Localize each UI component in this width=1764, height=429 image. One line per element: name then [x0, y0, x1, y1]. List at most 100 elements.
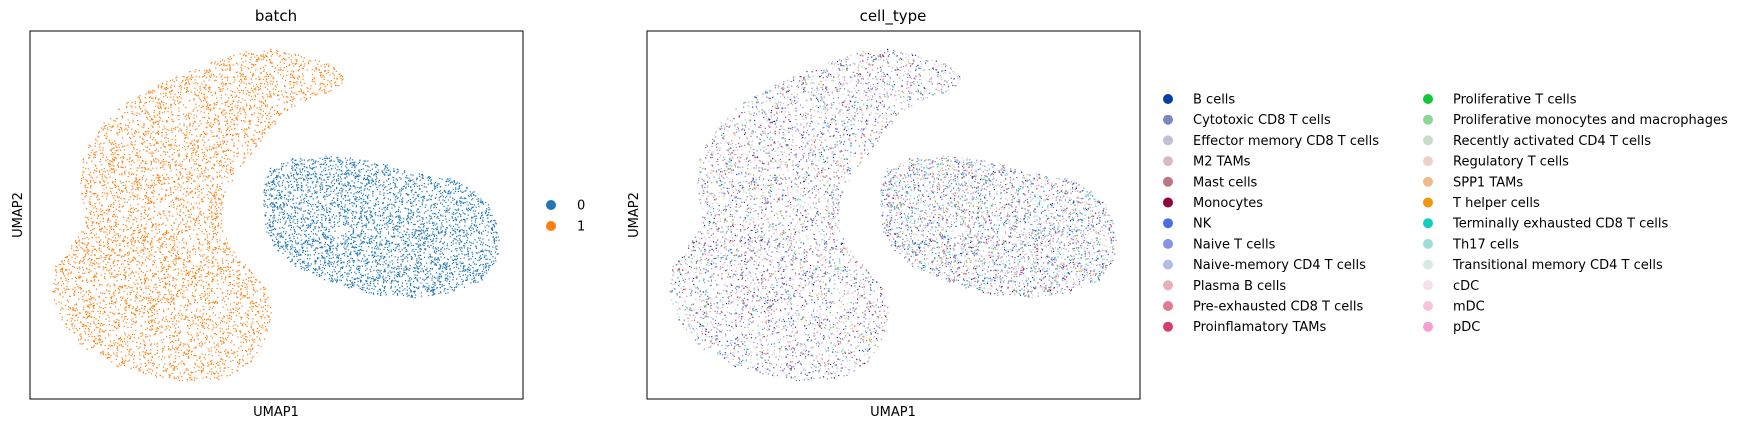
- batch-1-point: [151, 291, 154, 293]
- batch-1-point: [256, 311, 258, 313]
- batch-1-point: [136, 183, 138, 185]
- batch-1-point: [248, 94, 250, 96]
- batch-1-point: [88, 238, 90, 240]
- batch-1-point: [155, 228, 157, 230]
- batch-1-point: [228, 276, 230, 278]
- batch-1-point: [100, 127, 103, 129]
- batch-1-point: [194, 315, 196, 317]
- batch-1-point: [159, 213, 161, 215]
- batch-1-point: [233, 273, 235, 276]
- batch-1-point: [101, 227, 103, 229]
- batch-1-point: [157, 181, 159, 183]
- batch-1-point: [95, 181, 97, 183]
- batch-1-point: [264, 288, 267, 290]
- batch-1-point: [117, 342, 119, 344]
- batch-1-point: [105, 125, 107, 127]
- batch-1-point: [157, 99, 159, 101]
- batch-1-point: [191, 350, 193, 352]
- batch-1-point: [125, 128, 127, 130]
- batch-1-point: [233, 145, 235, 147]
- batch-1-point: [180, 198, 182, 200]
- batch-1-point: [258, 58, 260, 60]
- batch-1-point: [248, 119, 251, 121]
- batch-1-point: [290, 59, 292, 61]
- batch-1-point: [108, 208, 111, 211]
- batch-1-point: [240, 298, 242, 300]
- batch-1-point: [245, 129, 247, 131]
- batch-1-point: [190, 278, 192, 280]
- batch-1-point: [115, 233, 117, 235]
- batch-1-point: [210, 200, 212, 202]
- batch-1-point: [235, 309, 237, 311]
- batch-1-point: [124, 340, 126, 343]
- batch-1-point: [120, 364, 122, 366]
- batch-1-point: [187, 194, 189, 196]
- batch-1-point: [116, 352, 118, 354]
- batch-1-point: [190, 76, 192, 78]
- batch-1-point: [114, 156, 116, 159]
- batch-1-point: [162, 128, 164, 131]
- batch-1-point: [276, 53, 278, 55]
- batch-1-point: [208, 117, 210, 119]
- batch-1-point: [57, 289, 59, 291]
- batch-1-point: [155, 317, 157, 319]
- batch-1-point: [170, 111, 173, 113]
- batch-1-point: [109, 230, 111, 232]
- batch-1-point: [113, 352, 115, 354]
- batch-1-point: [116, 239, 119, 242]
- batch-1-point: [269, 92, 271, 94]
- batch-1-point: [99, 310, 101, 313]
- batch-1-point: [246, 90, 248, 92]
- batch-1-point: [215, 371, 217, 373]
- batch-1-point: [138, 105, 140, 107]
- batch-1-point: [254, 104, 256, 106]
- batch-1-point: [237, 285, 239, 287]
- batch-1-point: [103, 168, 105, 170]
- batch-1-point: [208, 69, 210, 71]
- batch-1-point: [173, 240, 175, 242]
- batch-1-point: [227, 58, 230, 60]
- batch-1-point: [151, 179, 153, 181]
- batch-1-point: [97, 214, 99, 216]
- batch-1-point: [320, 74, 322, 77]
- batch-1-point: [73, 308, 75, 310]
- batch-1-point: [129, 214, 131, 216]
- batch-1-point: [152, 365, 154, 367]
- batch-1-point: [147, 321, 149, 323]
- batch-1-point: [326, 73, 328, 75]
- batch-1-point: [73, 294, 76, 296]
- batch-1-point: [225, 353, 227, 355]
- batch-1-point: [175, 254, 177, 256]
- batch-1-point: [170, 144, 172, 147]
- batch-1-point: [240, 293, 242, 295]
- batch-1-point: [233, 292, 235, 294]
- batch-1-point: [98, 170, 100, 172]
- batch-1-point: [217, 224, 220, 226]
- batch-1-point: [159, 112, 161, 114]
- batch-1-point: [227, 181, 229, 183]
- batch-1-point: [160, 147, 162, 149]
- batch-1-point: [238, 282, 240, 284]
- batch-1-point: [327, 71, 329, 74]
- batch-1-point: [152, 217, 154, 219]
- batch-1-point: [223, 272, 225, 274]
- batch-1-point: [90, 151, 92, 153]
- batch-1-point: [204, 86, 206, 89]
- batch-1-point: [243, 110, 245, 112]
- batch-1-point: [211, 371, 213, 373]
- batch-1-point: [212, 194, 214, 196]
- batch-1-point: [176, 213, 178, 215]
- batch-1-point: [209, 315, 211, 317]
- batch-1-point: [127, 101, 129, 103]
- batch-1-point: [68, 328, 71, 330]
- batch-1-point: [214, 377, 216, 379]
- batch-1-point: [151, 320, 153, 322]
- batch-1-point: [289, 64, 291, 66]
- batch-1-point: [199, 344, 201, 346]
- batch-1-point: [94, 156, 96, 159]
- batch-1-point: [75, 277, 78, 280]
- batch-1-point: [133, 362, 135, 364]
- batch-1-point: [267, 88, 269, 90]
- batch-1-point: [208, 259, 210, 261]
- batch-1-point: [111, 151, 114, 154]
